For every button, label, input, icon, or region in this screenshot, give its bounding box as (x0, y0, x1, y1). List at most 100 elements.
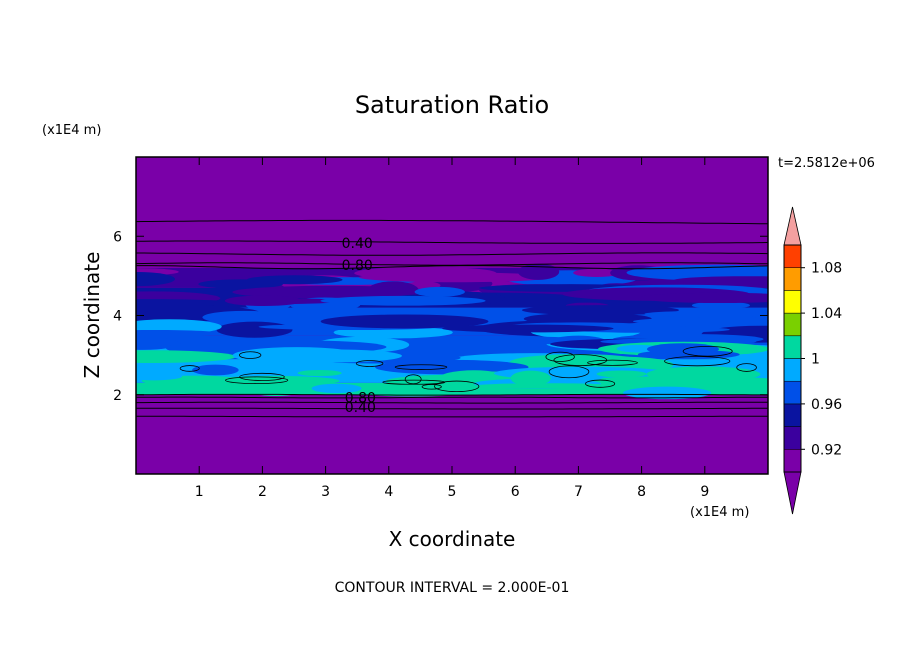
contour-line (404, 374, 422, 385)
colorbar-segment (783, 403, 802, 427)
field-streak (623, 386, 712, 400)
contour-label: 0.80 (345, 391, 376, 407)
contour-label: 0.40 (342, 236, 373, 252)
field-streak (224, 295, 303, 307)
y-tick-label: 4 (113, 309, 122, 325)
field-streak (136, 299, 239, 307)
field-streak (232, 285, 434, 299)
contour-line (136, 265, 768, 270)
colorbar-segment (783, 426, 802, 450)
contour-line (239, 372, 285, 381)
colorbar-under-arrow (783, 471, 802, 515)
contour-line (736, 363, 757, 372)
field-streak (311, 383, 362, 394)
contour-label: 0.80 (342, 258, 373, 274)
colorbar-label: 0.96 (811, 397, 842, 413)
field-streak (375, 359, 529, 375)
colorbar-label: 0.92 (811, 442, 842, 458)
x-axis-title: X coordinate (389, 527, 516, 551)
field-band (136, 157, 768, 268)
field-streak (673, 276, 768, 285)
contour-line (394, 364, 448, 370)
field-streak (269, 349, 402, 363)
colorbar-segment (783, 244, 802, 268)
y-axis: 2 4 6 (113, 229, 768, 404)
field-streak (414, 286, 465, 297)
chart-title: Saturation Ratio (355, 91, 549, 119)
x-tick-label: 9 (700, 484, 709, 500)
field-streak (358, 272, 552, 283)
field-streak (523, 312, 652, 325)
contour-line (238, 351, 262, 359)
field-streak (216, 321, 293, 338)
colorbar-label: 1.08 (811, 261, 842, 277)
contour-line (136, 401, 768, 404)
field-streak (521, 305, 679, 316)
field-streak (136, 350, 237, 363)
x-tick-label: 2 (258, 484, 267, 500)
y-tick-label: 2 (113, 388, 122, 404)
contour-line (179, 365, 200, 372)
contour-line (548, 365, 590, 379)
field-streak (320, 314, 489, 329)
field-band (136, 394, 768, 474)
x-axis: 1 2 3 4 5 6 7 8 9 (195, 157, 709, 500)
contour-line (136, 240, 768, 244)
contour-label: 0.40 (345, 400, 376, 416)
contour-line (136, 396, 768, 399)
field-streak (202, 310, 286, 324)
x-tick-label: 8 (637, 484, 646, 500)
field-streak (136, 372, 183, 381)
x-tick-label: 1 (195, 484, 204, 500)
contour-interval-footer: CONTOUR INTERVAL = 2.000E-01 (335, 580, 570, 596)
field-streak (246, 275, 343, 285)
contour-line (434, 380, 480, 393)
field-streak (517, 263, 560, 280)
field-streak (297, 370, 342, 377)
colorbar-segment (783, 449, 802, 473)
colorbar-segment (783, 312, 802, 337)
colorbar-segment (783, 358, 802, 382)
field-streak (136, 271, 175, 287)
contour-line (587, 359, 638, 366)
contour-line (682, 345, 733, 357)
field-streak (136, 329, 220, 337)
field-streak (563, 374, 604, 381)
x-tick-label: 7 (574, 484, 583, 500)
contour-line (136, 219, 768, 225)
x-tick-label: 4 (384, 484, 393, 500)
field-streak (646, 366, 761, 382)
field-streak (320, 295, 486, 306)
contour-line (664, 356, 731, 367)
x-tick-label: 5 (448, 484, 457, 500)
contour-line (136, 252, 768, 256)
contour-lines (136, 219, 768, 418)
plot-area (136, 157, 768, 474)
field-streak (192, 364, 239, 376)
field-streak (510, 370, 551, 386)
field-streak (475, 383, 617, 389)
colorbar-segment (783, 380, 802, 405)
field-streak (245, 381, 307, 397)
field-streak (644, 310, 768, 318)
contour-line (553, 354, 608, 366)
y-axis-title: Z coordinate (80, 252, 104, 379)
colorbar-label: 1.04 (811, 306, 842, 322)
contour-line (136, 393, 768, 396)
field-streak (633, 317, 768, 326)
field-streak (442, 324, 614, 333)
colorbar: 0.92 0.96 1 1.04 1.08 (783, 206, 842, 515)
contour-labels: 0.400.800.800.40 (342, 236, 376, 416)
colorbar-segment (783, 267, 802, 291)
field-streak (638, 292, 768, 304)
contour-line (136, 415, 768, 418)
x-tick-label: 6 (511, 484, 520, 500)
field-streak (573, 268, 621, 277)
contour-line (225, 376, 289, 384)
field-streak (715, 378, 768, 391)
field-streak (395, 379, 442, 392)
contour-line (355, 360, 384, 367)
contour-line (421, 384, 442, 390)
